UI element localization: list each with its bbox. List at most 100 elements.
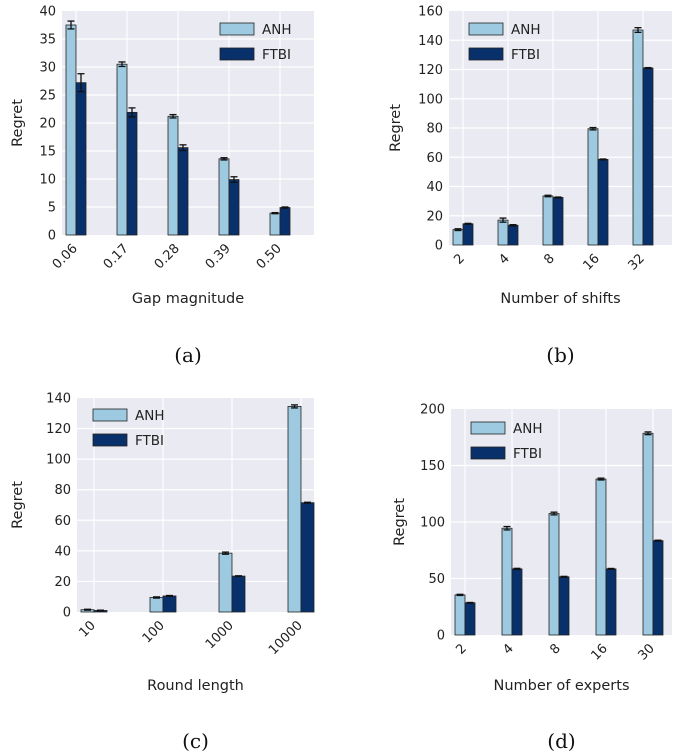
error-bar	[464, 222, 472, 225]
y-tick-label: 0	[48, 229, 56, 244]
x-tick-label: 4	[496, 251, 512, 267]
error-bar	[220, 157, 228, 161]
error-bar	[544, 194, 552, 198]
error-bar	[84, 608, 91, 611]
chart-panel-a: 0 5 10 15 20 25 30 35 40 0.06 0.17 0.28 0.39 0.50 Gap …	[10, 5, 314, 367]
y-tick-label: 40	[39, 5, 56, 20]
y-tick-label: 25	[39, 89, 56, 104]
bar-ftbi-30	[652, 540, 664, 636]
error-bar	[169, 113, 177, 119]
bar-anh-10000	[287, 406, 302, 613]
error-bar	[509, 224, 517, 227]
y-tick-label: 100	[420, 516, 445, 531]
bar-ftbi-2	[464, 602, 476, 636]
error-bar	[235, 575, 242, 578]
x-axis-label: Number of shifts	[500, 291, 620, 307]
x-tick-label: 0.06	[50, 241, 81, 272]
y-tick-label: 15	[39, 145, 56, 160]
error-bar	[644, 66, 652, 70]
x-axis-label: Gap magnitude	[132, 291, 244, 307]
error-bar	[513, 567, 521, 571]
y-axis-label: Regret	[392, 498, 408, 546]
bar-ftbi-1000	[231, 575, 246, 613]
bar-anh-100	[149, 597, 164, 613]
bar-anh-0.39	[218, 158, 230, 236]
bar-ftbi-16	[597, 159, 609, 246]
error-bar	[230, 176, 238, 184]
legend-swatch-anh	[470, 421, 506, 435]
bar-ftbi-2	[462, 223, 474, 246]
panel-label: (d)	[547, 729, 575, 753]
bar-ftbi-0.17	[126, 111, 138, 236]
y-tick-label: 120	[418, 63, 443, 78]
bar-anh-4	[501, 527, 513, 636]
error-bar	[499, 217, 507, 223]
legend-swatch-anh	[468, 22, 504, 36]
panel-label: (c)	[182, 729, 209, 753]
bar-anh-0.17	[116, 63, 128, 236]
x-tick-label: 8	[547, 641, 563, 657]
bar-anh-0.50	[269, 212, 281, 236]
y-tick-label: 140	[418, 34, 443, 49]
error-bar	[589, 126, 597, 131]
legend-label-anh: ANH	[262, 22, 292, 38]
y-tick-label: 60	[54, 514, 71, 529]
legend-label-ftbi: FTBI	[511, 47, 540, 63]
panel-label: (a)	[174, 343, 202, 367]
legend-swatch-anh	[219, 22, 255, 36]
x-tick-label: 0.28	[152, 241, 183, 272]
error-bar	[291, 404, 298, 409]
x-tick-label: 16	[589, 641, 611, 663]
bar-anh-8	[548, 513, 560, 636]
legend: ANH FTBI	[92, 408, 165, 449]
error-bar	[179, 144, 187, 152]
y-axis-label: Regret	[10, 99, 26, 147]
error-bar	[304, 501, 311, 504]
x-axis-label: Round length	[147, 678, 244, 694]
error-bar	[456, 593, 464, 597]
legend: ANH FTBI	[468, 22, 541, 63]
y-tick-label: 0	[437, 629, 445, 644]
error-bar	[597, 477, 605, 481]
y-tick-label: 150	[420, 459, 445, 474]
legend-swatch-ftbi	[468, 47, 504, 61]
x-tick-label: 32	[626, 251, 648, 273]
y-tick-label: 5	[48, 201, 56, 216]
error-bar	[466, 601, 474, 604]
bar-anh-0.28	[167, 115, 179, 236]
x-tick-label: 0.50	[254, 241, 285, 272]
bar-anh-2	[452, 229, 464, 246]
error-bar	[128, 107, 136, 118]
bar-anh-16	[587, 128, 599, 246]
error-bar	[166, 594, 173, 598]
y-tick-label: 10	[39, 173, 56, 188]
x-axis-label: Number of experts	[493, 678, 629, 694]
error-bar	[599, 158, 607, 161]
y-tick-label: 80	[426, 122, 443, 137]
y-tick-label: 40	[54, 544, 71, 559]
y-axis-label: Regret	[10, 481, 26, 529]
x-tick-label: 2	[453, 641, 469, 657]
legend: ANH FTBI	[470, 421, 543, 462]
y-tick-label: 100	[418, 92, 443, 107]
legend-label-ftbi: FTBI	[135, 433, 164, 449]
y-tick-label: 30	[39, 61, 56, 76]
error-bar	[607, 567, 615, 570]
y-tick-label: 100	[46, 453, 71, 468]
legend-swatch-ftbi	[92, 433, 128, 447]
bar-anh-32	[632, 29, 644, 246]
bar-ftbi-10000	[300, 502, 315, 613]
legend-swatch-anh	[92, 408, 128, 422]
bar-ftbi-0.28	[177, 147, 189, 236]
y-axis-label: Regret	[388, 104, 404, 152]
error-bar	[281, 206, 289, 209]
legend-label-anh: ANH	[513, 421, 543, 437]
y-tick-label: 0	[435, 239, 443, 254]
x-tick-label: 0.17	[101, 241, 132, 272]
legend-label-ftbi: FTBI	[513, 446, 542, 462]
legend-label-anh: ANH	[511, 22, 541, 38]
x-tick-label: 4	[500, 641, 516, 657]
bar-anh-30	[642, 432, 654, 636]
